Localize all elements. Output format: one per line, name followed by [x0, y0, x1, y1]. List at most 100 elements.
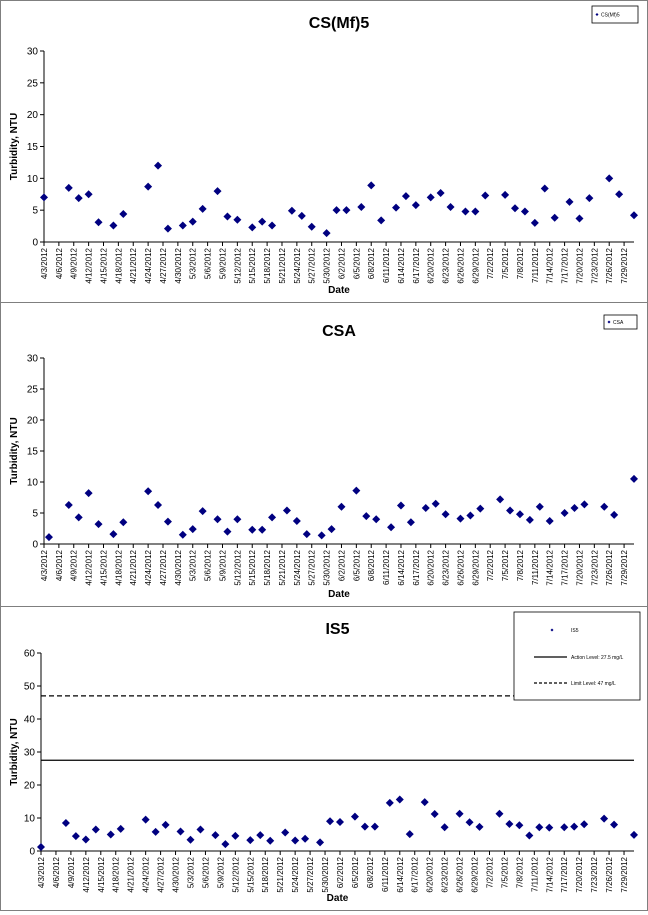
data-point	[605, 174, 614, 183]
x-tick-label: 5/6/2012	[201, 856, 210, 888]
data-point	[144, 182, 153, 191]
x-tick-label: 5/27/2012	[308, 247, 317, 283]
data-point	[151, 827, 160, 836]
x-tick-label: 6/20/2012	[427, 247, 436, 283]
x-tick-label: 6/11/2012	[382, 247, 391, 283]
x-tick-label: 6/11/2012	[381, 856, 390, 892]
x-tick-label: 7/2/2012	[486, 247, 495, 279]
y-tick-label: 0	[32, 238, 38, 249]
data-point	[475, 822, 484, 831]
data-point	[481, 191, 490, 200]
x-tick-label: 4/18/2012	[114, 247, 123, 283]
y-tick-label: 5	[32, 509, 38, 520]
data-point	[420, 798, 429, 807]
legend-label: IS5	[571, 628, 579, 634]
x-tick-label: 7/17/2012	[560, 856, 569, 892]
data-point	[455, 809, 464, 818]
x-tick-label: 7/17/2012	[561, 549, 570, 585]
x-tick-label: 6/5/2012	[351, 856, 360, 888]
data-point	[615, 190, 624, 199]
data-point	[91, 825, 100, 834]
x-tick-label: 5/18/2012	[263, 549, 272, 585]
x-tick-label: 5/3/2012	[189, 247, 198, 279]
x-tick-label: 4/12/2012	[85, 549, 94, 585]
x-tick-label: 5/30/2012	[321, 856, 330, 892]
y-tick-label: 30	[24, 748, 36, 759]
x-tick-label: 7/23/2012	[590, 856, 599, 892]
data-point	[178, 530, 187, 539]
data-point	[610, 820, 619, 829]
data-point	[246, 836, 255, 845]
data-point	[326, 817, 335, 826]
data-point	[377, 216, 386, 225]
y-tick-label: 30	[27, 47, 39, 58]
data-point	[570, 822, 579, 831]
x-tick-label: 6/23/2012	[441, 856, 450, 892]
data-point	[119, 518, 128, 527]
x-tick-label: 5/18/2012	[263, 247, 272, 283]
chart-title: IS5	[325, 621, 349, 638]
data-point	[291, 836, 300, 845]
x-tick-label: 4/24/2012	[144, 549, 153, 585]
y-tick-label: 50	[24, 682, 36, 693]
x-tick-label: 5/27/2012	[308, 549, 317, 585]
x-tick-label: 7/14/2012	[545, 856, 554, 892]
x-tick-label: 6/17/2012	[412, 549, 421, 585]
x-tick-label: 5/21/2012	[278, 549, 287, 585]
data-point	[525, 831, 534, 840]
x-axis-label: Date	[328, 589, 350, 600]
data-point	[515, 821, 524, 830]
data-point	[266, 836, 275, 845]
x-tick-label: 4/9/2012	[67, 856, 76, 888]
x-tick-label: 7/2/2012	[486, 549, 495, 581]
y-tick-label: 15	[27, 447, 39, 458]
x-tick-label: 4/6/2012	[52, 856, 61, 888]
data-point	[64, 183, 73, 192]
chart-panel-csa: CSA 0 5 10 15 20 25 30 4/3/2012 4/6/2012 4/9/2012 4…	[0, 302, 648, 607]
x-tick-label: 4/27/2012	[157, 856, 166, 892]
x-tick-label: 5/24/2012	[291, 856, 300, 892]
data-point	[292, 517, 301, 526]
x-tick-label: 4/6/2012	[55, 549, 64, 581]
x-tick-label: 4/24/2012	[144, 247, 153, 283]
data-point	[506, 506, 515, 515]
x-tick-label: 6/20/2012	[426, 856, 435, 892]
x-tick-label: 5/30/2012	[323, 247, 332, 283]
data-point	[580, 500, 589, 509]
x-tick-label: 7/17/2012	[561, 247, 570, 283]
chart-is5: IS5 0 10 20 30 40 50 60 4/3/2012 4/6/2012 4/9/2012…	[9, 611, 641, 904]
x-tick-label: 7/8/2012	[515, 856, 524, 888]
data-point	[385, 798, 394, 807]
data-point	[258, 525, 267, 534]
data-point	[515, 510, 524, 519]
x-tick-label: 7/14/2012	[546, 549, 555, 585]
data-point	[535, 823, 544, 832]
data-point	[505, 819, 514, 828]
data-point	[362, 512, 371, 521]
data-point	[282, 506, 291, 515]
x-tick-label: 6/5/2012	[352, 247, 361, 279]
data-point	[40, 193, 48, 202]
x-tick-label: 7/8/2012	[516, 549, 525, 581]
y-tick-label: 20	[24, 781, 36, 792]
y-tick-label: 20	[27, 110, 39, 121]
data-point	[357, 202, 366, 211]
data-point	[525, 515, 534, 524]
x-tick-label: 5/21/2012	[278, 247, 287, 283]
x-tick-label: 5/9/2012	[218, 549, 227, 581]
chart-panel-cs-mf5: CS(Mf)5 0 5 10 15 20 25 30 4/3/2012 4/6/2012 4/9/2…	[0, 0, 648, 303]
x-tick-label: 4/15/2012	[99, 247, 108, 283]
x-tick-label: 4/12/2012	[85, 247, 94, 283]
data-point	[352, 486, 361, 495]
y-axis-label: Turbidity, NTU	[9, 113, 20, 180]
x-tick-label: 6/26/2012	[456, 856, 465, 892]
x-tick-label: 6/14/2012	[396, 856, 405, 892]
x-tick-label: 5/24/2012	[293, 549, 302, 585]
x-tick-label: 6/14/2012	[397, 549, 406, 585]
x-tick-label: 4/30/2012	[174, 549, 183, 585]
chart-cs-mf5: CS(Mf)5 0 5 10 15 20 25 30 4/3/2012 4/6/2012 4/9/2…	[9, 5, 639, 296]
data-point	[545, 823, 554, 832]
data-point	[370, 822, 379, 831]
x-axis-label: Date	[328, 285, 350, 296]
data-point	[223, 527, 232, 536]
